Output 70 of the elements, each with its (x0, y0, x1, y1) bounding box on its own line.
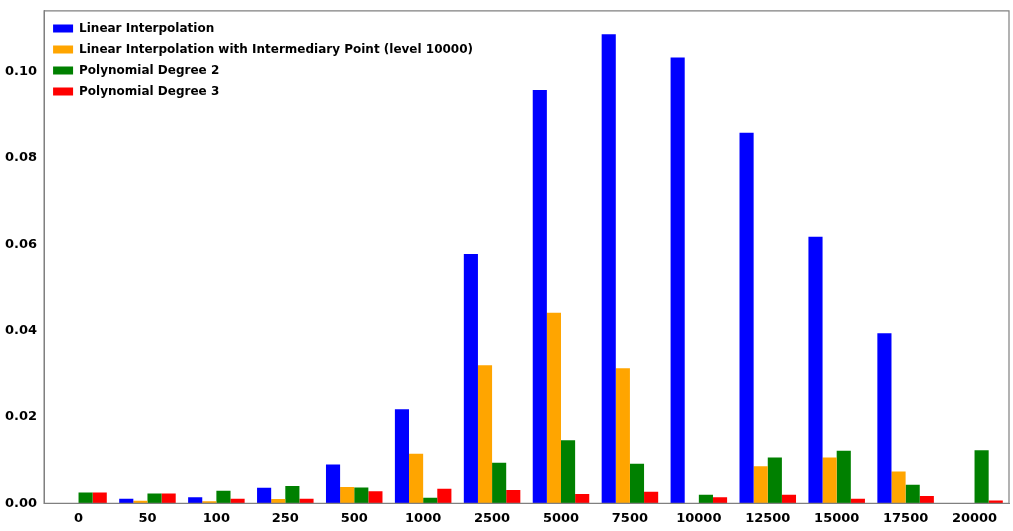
bar (506, 490, 521, 504)
bar (753, 466, 768, 504)
bar (575, 493, 590, 504)
bar (781, 494, 797, 504)
bar (836, 450, 851, 504)
bar (325, 464, 341, 504)
bar (202, 501, 217, 504)
bar (216, 490, 231, 504)
bar (822, 457, 837, 504)
bar (974, 450, 989, 504)
y-tick-label: 0.02 (5, 408, 38, 424)
bar (340, 486, 355, 504)
x-tick-label: 17500 (883, 509, 929, 525)
x-tick-label: 1000 (405, 509, 442, 525)
y-tick-label: 0.08 (5, 149, 38, 165)
bar (629, 463, 645, 504)
x-tick-label: 12500 (745, 509, 791, 525)
bar (147, 493, 162, 504)
bar (698, 494, 713, 504)
bar (532, 89, 547, 504)
bar (285, 486, 300, 504)
bar (477, 365, 493, 504)
bar (368, 491, 383, 504)
x-tick-label: 15000 (814, 509, 860, 525)
bar (92, 492, 107, 504)
bar (188, 497, 203, 504)
bar (463, 254, 478, 504)
bar (767, 457, 782, 504)
x-tick-label: 2500 (473, 509, 511, 525)
x-tick-label: 500 (340, 509, 368, 525)
x-tick-label: 0 (74, 509, 84, 525)
bar (354, 487, 369, 504)
bar (644, 491, 659, 504)
legend-label: Polynomial Degree 3 (79, 83, 220, 98)
bar (409, 453, 424, 504)
bar (78, 492, 93, 504)
bar (299, 498, 314, 504)
bar (877, 333, 892, 504)
x-tick-label: 7500 (611, 509, 649, 525)
bar (561, 440, 576, 504)
bar (615, 368, 630, 504)
bar (739, 132, 754, 504)
bar (271, 499, 286, 504)
bar (712, 497, 728, 504)
y-tick-label: 0.10 (5, 62, 38, 78)
x-tick-label: 100 (202, 509, 230, 525)
y-tick-label: 0.00 (5, 494, 38, 510)
x-tick-label: 50 (138, 509, 157, 525)
bar (808, 236, 823, 504)
legend-label: Linear Interpolation with Intermediary Point (level 10000) (79, 41, 474, 56)
x-tick-label: 250 (271, 509, 299, 525)
bar (492, 462, 507, 504)
bar (601, 34, 616, 504)
x-tick-label: 20000 (951, 509, 998, 525)
legend-label: Linear Interpolation (79, 20, 215, 35)
legend-label: Polynomial Degree 2 (79, 62, 220, 77)
bar (546, 312, 561, 504)
bar (257, 487, 272, 504)
y-tick-label: 0.06 (5, 235, 38, 251)
bar (919, 496, 934, 504)
x-tick-label: 10000 (676, 509, 722, 525)
x-tick-label: 5000 (542, 509, 580, 525)
bar (670, 57, 685, 504)
bar (988, 500, 1003, 504)
bar (161, 493, 176, 504)
y-tick-label: 0.04 (5, 321, 38, 337)
bar (394, 409, 410, 504)
bar (437, 488, 452, 504)
bar (905, 484, 920, 504)
bar (891, 471, 906, 504)
